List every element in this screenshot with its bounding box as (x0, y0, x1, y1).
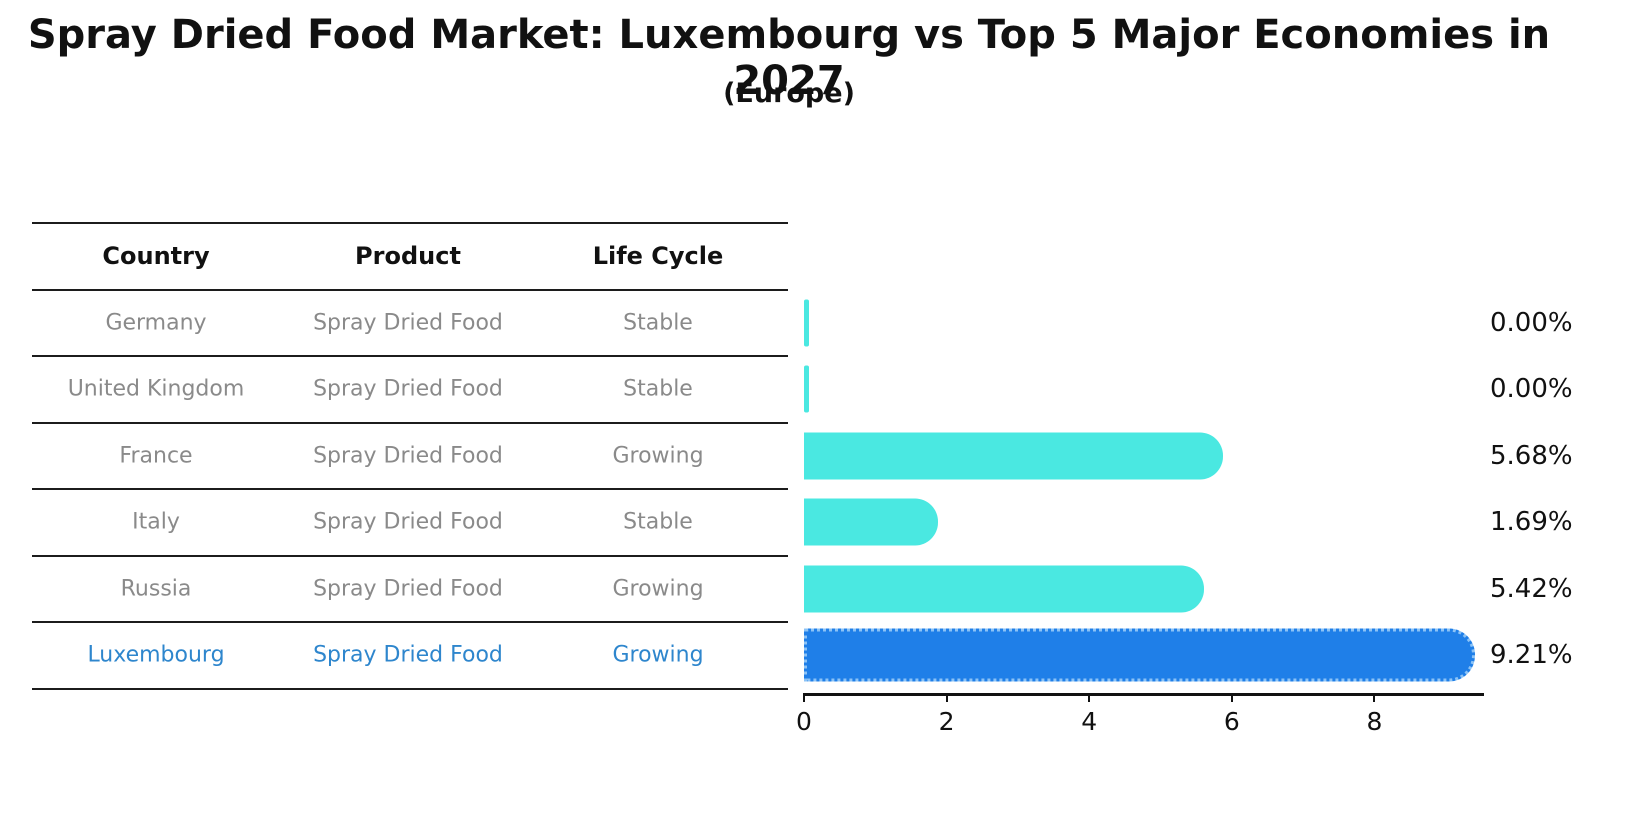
table-cell-product: Spray Dried Food (313, 376, 503, 402)
table-cell-life_cycle: Stable (623, 376, 693, 402)
table-rule (32, 288, 788, 291)
table-rule (32, 421, 788, 424)
table-cell-product: Spray Dried Food (313, 509, 503, 535)
table-header-life-cycle: Life Cycle (592, 242, 724, 270)
bar-france (804, 432, 1223, 480)
x-axis-tick (1088, 693, 1091, 702)
bar-italy (804, 498, 939, 546)
x-axis-tick-label: 4 (1081, 707, 1098, 736)
chart-subtitle: (Europe) (723, 78, 855, 109)
x-axis-tick (1373, 693, 1376, 702)
bar-value-label: 9.21% (1490, 640, 1573, 671)
table-cell-life_cycle: Stable (623, 310, 693, 336)
table-rule (32, 554, 788, 557)
table-cell-country: Russia (120, 576, 192, 602)
bar-value-label: 5.42% (1490, 573, 1573, 604)
bar-value-label: 0.00% (1490, 307, 1573, 338)
bar-russia (804, 565, 1205, 613)
table-cell-country: United Kingdom (67, 376, 245, 402)
table-header-country: Country (102, 242, 210, 270)
table-rule (32, 222, 788, 224)
x-axis-tick (1230, 693, 1233, 702)
bar-value-label: 5.68% (1490, 440, 1573, 471)
table-cell-country: Italy (132, 509, 180, 535)
table-header-product: Product (355, 242, 461, 270)
x-axis-tick (803, 693, 805, 702)
table-cell-product: Spray Dried Food (313, 576, 503, 602)
table-cell-product: Spray Dried Food (313, 443, 503, 469)
table-cell-country: Germany (105, 310, 207, 336)
table-cell-life_cycle: Growing (612, 642, 704, 668)
x-axis-tick-label: 8 (1366, 707, 1383, 736)
table-rule (32, 355, 788, 357)
x-axis-tick-label: 6 (1223, 707, 1240, 736)
bar-united-kingdom (804, 365, 809, 413)
chart-title: Spray Dried Food Market: Luxembourg vs T… (27, 12, 1551, 104)
bar-germany (804, 299, 809, 347)
table-cell-life_cycle: Growing (612, 576, 704, 602)
table-cell-country: France (119, 443, 193, 469)
bar-value-label: 1.69% (1490, 507, 1573, 538)
x-axis-tick (945, 693, 948, 702)
bar-value-label: 0.00% (1490, 374, 1573, 405)
x-axis-tick-label: 0 (796, 707, 812, 736)
table-cell-product: Spray Dried Food (313, 310, 503, 336)
x-axis-line (804, 693, 1484, 696)
bar-luxembourg (804, 628, 1475, 682)
table-rule (32, 488, 788, 490)
x-axis-tick-label: 2 (938, 707, 955, 736)
table-rule (32, 621, 788, 623)
table-cell-country: Luxembourg (87, 642, 225, 668)
table-rule (32, 687, 788, 690)
table-cell-product: Spray Dried Food (313, 642, 503, 668)
table-cell-life_cycle: Growing (612, 443, 704, 469)
table-cell-life_cycle: Stable (623, 509, 693, 535)
